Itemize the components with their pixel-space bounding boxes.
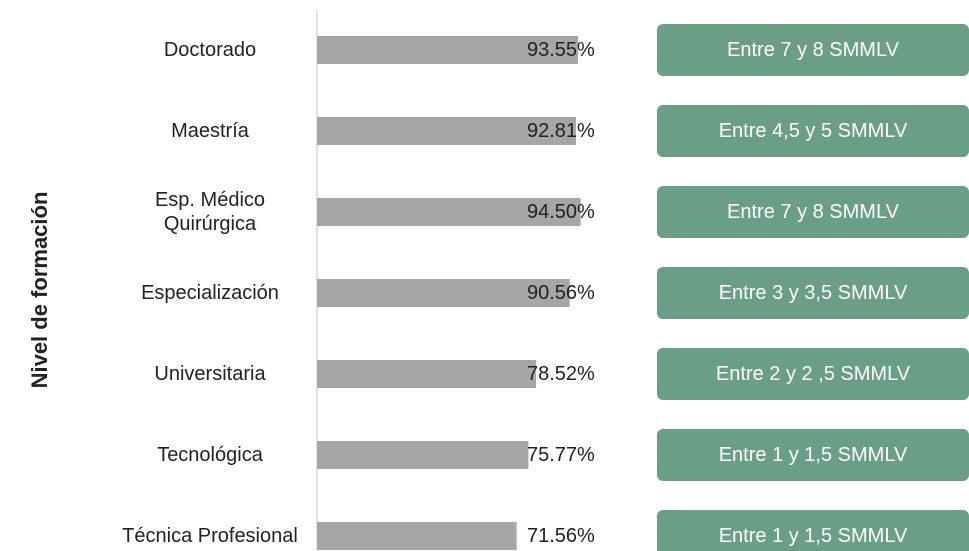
bar bbox=[317, 198, 581, 226]
salary-box: Entre 4,5 y 5 SMMLV bbox=[657, 105, 969, 157]
bar bbox=[317, 36, 579, 64]
value-label: 78.52% bbox=[527, 363, 595, 385]
bar bbox=[317, 441, 529, 469]
salary-box: Entre 7 y 8 SMMLV bbox=[657, 186, 969, 238]
bar bbox=[317, 522, 517, 550]
y-tick-label: Esp. Médico Quirúrgica bbox=[154, 189, 266, 235]
value-label: 90.56% bbox=[527, 282, 595, 304]
y-axis-title: Nivel de formación bbox=[27, 191, 52, 389]
y-tick-label: Técnica Profesional bbox=[122, 525, 298, 547]
salary-box: Entre 1 y 1,5 SMMLV bbox=[657, 429, 969, 481]
value-label: 92.81% bbox=[527, 120, 595, 142]
bar bbox=[317, 360, 537, 388]
value-label: 94.50% bbox=[527, 201, 595, 223]
y-tick-label: Universitaria bbox=[154, 363, 266, 385]
salary-box: Entre 7 y 8 SMMLV bbox=[657, 24, 969, 76]
value-label: 93.55% bbox=[527, 39, 595, 61]
y-tick-label: Tecnológica bbox=[157, 444, 263, 466]
y-tick-label: Maestría bbox=[171, 120, 249, 142]
bar bbox=[317, 279, 570, 307]
salary-box: Entre 2 y 2 ,5 SMMLV bbox=[657, 348, 969, 400]
value-label: 71.56% bbox=[527, 525, 595, 547]
y-tick-label: Doctorado bbox=[163, 39, 257, 61]
salary-box: Entre 1 y 1,5 SMMLV bbox=[657, 510, 969, 551]
bar bbox=[317, 117, 576, 145]
value-label: 75.77% bbox=[527, 444, 595, 466]
y-tick-label: Especialización bbox=[141, 282, 279, 304]
salary-box: Entre 3 y 3,5 SMMLV bbox=[657, 267, 969, 319]
